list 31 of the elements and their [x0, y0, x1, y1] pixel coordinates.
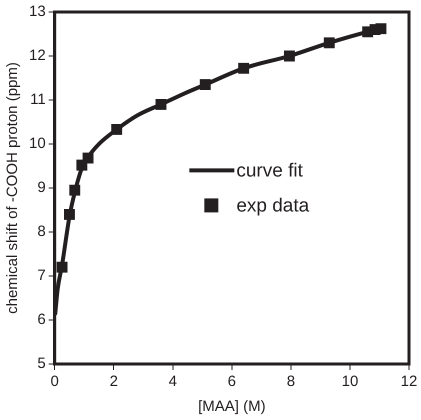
- x-axis-title: [MAA] (M): [198, 398, 266, 416]
- point: [200, 79, 211, 90]
- y-tick-label: 11: [30, 91, 46, 108]
- y-tick-label: 9: [37, 179, 46, 196]
- point: [56, 262, 68, 273]
- point: [111, 124, 122, 135]
- x-tick-label: 10: [342, 373, 358, 390]
- y-tick-label: 8: [37, 223, 46, 240]
- legend-label: curve fit: [236, 160, 304, 182]
- x-tick-label: 2: [110, 373, 118, 390]
- point: [376, 23, 386, 34]
- x-tick-label: 8: [286, 373, 296, 390]
- point: [64, 208, 75, 220]
- y-tick-label: 6: [37, 311, 46, 328]
- point: [69, 184, 80, 196]
- point: [82, 152, 94, 164]
- y-tick-label: 5: [37, 355, 46, 372]
- x-tick-label: 12: [400, 373, 418, 390]
- y-tick-label: 13: [28, 3, 46, 20]
- x-tick-label: 6: [228, 373, 236, 390]
- point: [284, 50, 295, 62]
- x-tick-label: 0: [50, 373, 59, 390]
- point: [324, 37, 335, 48]
- y-tick-label: 7: [37, 267, 46, 284]
- point: [238, 62, 250, 74]
- x-tick-label: 4: [168, 373, 177, 390]
- point: [156, 98, 166, 110]
- y-tick-label: 10: [28, 135, 46, 152]
- y-tick-label: 12: [28, 47, 46, 64]
- y-axis-title: chemical shift of -COOH proton (ppm): [4, 62, 22, 314]
- legend-label: exp data: [236, 196, 310, 217]
